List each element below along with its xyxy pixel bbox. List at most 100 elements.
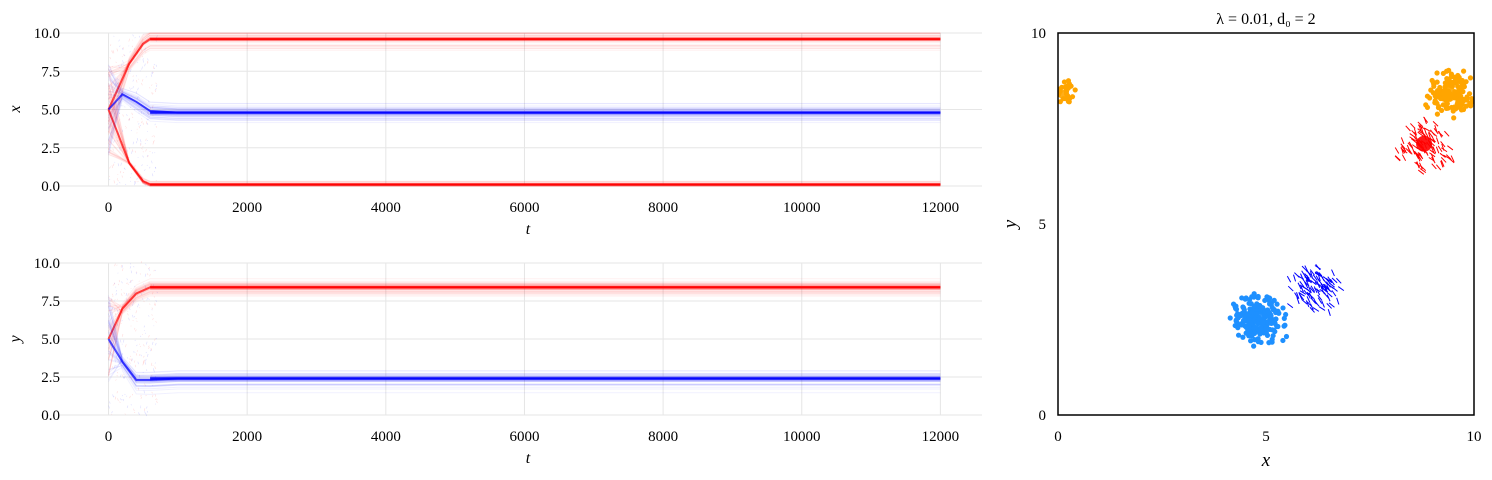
mean-path	[107, 109, 941, 186]
velocity-arrow	[1434, 125, 1438, 133]
noise-stroke	[145, 358, 147, 362]
velocity-arrow	[1302, 279, 1309, 286]
velocity-arrow	[1331, 269, 1335, 277]
noise-stroke	[117, 179, 119, 182]
trajectory-line	[108, 366, 941, 390]
trajectory-line	[108, 283, 941, 312]
noise-stroke	[108, 405, 110, 409]
trajectory-line	[108, 73, 941, 111]
noise-stroke	[133, 351, 135, 353]
y-tick-label: 7.5	[41, 294, 60, 310]
noise-stroke	[111, 165, 114, 169]
velocity-arrow	[1298, 292, 1303, 300]
noise-stroke	[151, 84, 153, 86]
noise-stroke	[130, 106, 132, 108]
noise-stroke	[118, 112, 121, 115]
velocity-arrow	[1441, 143, 1445, 151]
noise-stroke	[119, 147, 121, 151]
y-tick-label: 2.5	[41, 141, 60, 157]
velocity-arrow	[1310, 285, 1316, 292]
noise-stroke	[146, 410, 149, 413]
y-tick-label: 10.0	[34, 256, 60, 272]
noise-stroke	[132, 86, 134, 89]
y-tick-label: 0.0	[41, 179, 60, 195]
velocity-arrow	[1305, 270, 1312, 276]
noise-stroke	[136, 138, 139, 141]
noise-stroke	[123, 292, 125, 295]
trajectory-line	[108, 78, 941, 108]
trajectory-line	[108, 139, 941, 187]
noise-stroke	[143, 355, 145, 358]
noise-stroke	[136, 96, 139, 100]
x-tick-label: 10	[1467, 429, 1482, 445]
noise-stroke	[139, 124, 142, 127]
trajectory-line	[108, 352, 941, 383]
cluster-blue-3	[1286, 264, 1345, 316]
trajectory-line	[108, 341, 941, 388]
velocity-arrow	[1311, 277, 1318, 283]
scatter-point	[1468, 103, 1474, 109]
noise-stroke	[155, 88, 157, 91]
noise-stroke	[147, 111, 149, 114]
scatter-point	[1227, 315, 1233, 321]
noise-stroke	[126, 114, 128, 117]
noise-stroke	[148, 347, 150, 349]
noise-stroke	[142, 360, 145, 364]
cluster-lightblue-4	[1227, 291, 1290, 349]
noise-stroke	[112, 306, 114, 309]
trajectory-line	[108, 350, 941, 383]
series-red-0	[107, 278, 941, 377]
trajectory-line	[108, 71, 941, 187]
velocity-arrow	[1430, 146, 1435, 154]
noise-stroke	[111, 51, 114, 54]
noise-stroke	[121, 319, 123, 322]
noise-stroke	[133, 360, 136, 363]
noise-stroke	[134, 411, 136, 414]
noise-stroke	[126, 149, 129, 153]
series-red-0	[107, 32, 941, 151]
noise-stroke	[154, 269, 156, 272]
velocity-arrow	[1310, 280, 1317, 286]
velocity-arrow	[1450, 155, 1455, 163]
trajectory-line	[108, 79, 941, 110]
noise-stroke	[129, 376, 131, 379]
noise-stroke	[134, 37, 136, 39]
noise-stroke	[116, 77, 118, 81]
velocity-arrow	[1429, 137, 1436, 143]
scatter-point	[1069, 94, 1076, 100]
scatter-point	[1274, 301, 1280, 307]
velocity-arrow	[1300, 273, 1304, 281]
noise-stroke	[151, 307, 153, 310]
velocity-arrow	[1313, 286, 1318, 294]
noise-stroke	[142, 122, 144, 125]
noise-stroke	[155, 125, 158, 128]
scatter-point	[1467, 75, 1474, 81]
scatter-point	[1432, 97, 1438, 104]
velocity-arrow	[1400, 147, 1404, 155]
velocity-arrow	[1432, 146, 1437, 154]
velocity-arrow	[1331, 277, 1338, 284]
velocity-arrow	[1308, 292, 1313, 300]
scatter-point	[1283, 333, 1290, 340]
trajectory-line	[108, 99, 941, 141]
trajectory-line	[108, 97, 941, 129]
noise-stroke	[124, 376, 126, 379]
trajectory-line	[108, 49, 941, 133]
trajectory-line	[108, 96, 941, 146]
noise-stroke	[144, 362, 147, 365]
trajectory-line	[108, 321, 941, 373]
position-scatter-plot: 0 5 10 0 5 10 λ = 0.01, d₀ = 2 x y	[1000, 11, 1482, 471]
mean-path	[107, 338, 941, 381]
y-tick-label: 10	[1031, 26, 1046, 42]
noise-stroke	[118, 102, 120, 105]
noise-stroke	[133, 408, 135, 412]
noise-stroke	[145, 138, 147, 141]
velocity-arrow	[1401, 145, 1407, 152]
noise-stroke	[112, 394, 114, 398]
velocity-arrow	[1419, 168, 1427, 174]
velocity-arrow	[1448, 157, 1455, 164]
velocity-arrow	[1304, 275, 1309, 282]
noise-stroke	[154, 362, 156, 364]
trajectory-line	[108, 350, 941, 384]
noise-stroke	[156, 291, 158, 294]
